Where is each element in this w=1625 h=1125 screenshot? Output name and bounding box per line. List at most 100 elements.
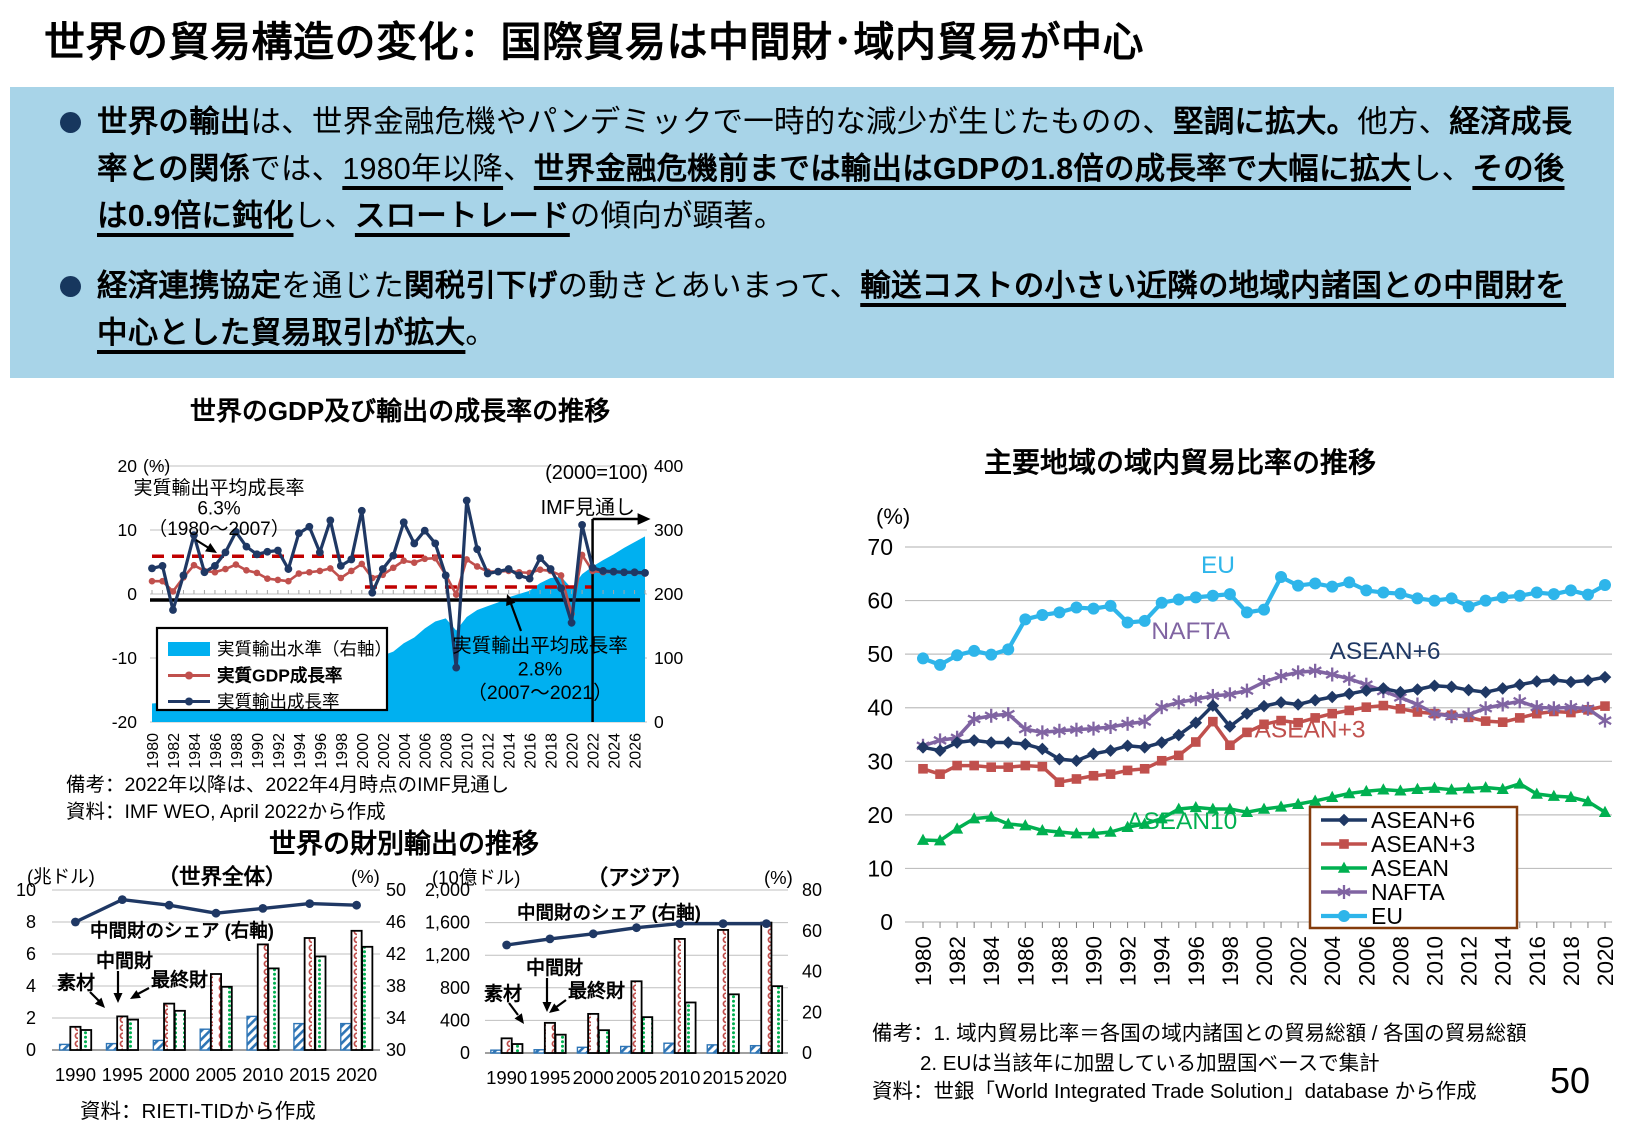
svg-text:（世界全体）: （世界全体）: [157, 864, 286, 889]
svg-text:1995: 1995: [102, 1064, 143, 1085]
svg-text:60: 60: [802, 921, 822, 941]
svg-text:2008: 2008: [1388, 936, 1413, 986]
intra-regional-trade-chart-title: 主要地域の域内貿易比率の推移: [983, 447, 1376, 478]
svg-text:400: 400: [440, 1010, 470, 1030]
series-ASEAN+3: [918, 700, 1610, 787]
svg-text:2000: 2000: [1252, 936, 1277, 986]
series-export-level-area: [152, 536, 646, 722]
svg-text:EU: EU: [1201, 552, 1235, 579]
bars-最終財: [80, 945, 374, 1051]
svg-text:2004: 2004: [1320, 936, 1345, 986]
svg-text:1,600: 1,600: [425, 913, 470, 933]
svg-text:2012: 2012: [481, 733, 498, 769]
series-EU: [917, 571, 1611, 671]
svg-text:実質輸出成長率: 実質輸出成長率: [217, 692, 340, 712]
svg-text:1982: 1982: [166, 733, 183, 769]
svg-text:2000: 2000: [149, 1064, 190, 1085]
svg-text:中間財のシェア (右軸): 中間財のシェア (右軸): [90, 920, 274, 941]
page-title: 世界の貿易構造の変化：国際貿易は中間財･域内貿易が中心: [44, 19, 1144, 65]
svg-text:（2007～2021）: （2007～2021）: [467, 682, 612, 704]
chart3-note-remark-2: 2. EUは当該年に加盟している加盟国ベースで集計: [920, 1052, 1380, 1075]
svg-text:2.8%: 2.8%: [518, 659, 562, 681]
svg-text:6.3%: 6.3%: [197, 499, 240, 520]
svg-text:実質輸出平均成長率: 実質輸出平均成長率: [452, 635, 628, 657]
series-ASEAN: [916, 777, 1612, 846]
svg-text:40: 40: [802, 962, 822, 982]
svg-text:200: 200: [654, 584, 683, 604]
chart1-note-remark: 備考：2022年以降は、2022年4月時点のIMF見通し: [66, 774, 510, 796]
svg-text:1986: 1986: [208, 733, 225, 769]
svg-text:2000: 2000: [355, 733, 372, 769]
summary-bullet-text-2: 経済連携協定を通じた関税引下げの動きとあいまって、輸送コストの小さい近隣の地域内…: [97, 269, 1567, 350]
chart1-note-source: 資料：IMF WEO, April 2022から作成: [66, 801, 386, 823]
svg-text:2: 2: [26, 1008, 36, 1028]
svg-text:2018: 2018: [1559, 936, 1584, 986]
svg-text:(%): (%): [764, 867, 793, 888]
svg-text:中間財: 中間財: [526, 956, 583, 979]
svg-text:0: 0: [26, 1040, 36, 1060]
svg-text:2020: 2020: [746, 1067, 787, 1088]
svg-text:1980: 1980: [911, 936, 936, 986]
svg-text:1994: 1994: [292, 733, 309, 769]
svg-text:0: 0: [802, 1043, 812, 1063]
svg-text:実質輸出平均成長率: 実質輸出平均成長率: [133, 477, 304, 499]
svg-text:2026: 2026: [628, 733, 645, 769]
svg-text:2016: 2016: [1525, 936, 1550, 986]
svg-text:1994: 1994: [1150, 936, 1175, 986]
svg-text:EU: EU: [1371, 903, 1403, 929]
summary-box: 世界の輸出は、世界金融危機やパンデミックで一時的な減少が生じたものの、堅調に拡大…: [10, 87, 1614, 378]
svg-text:20: 20: [118, 456, 138, 476]
svg-text:2016: 2016: [523, 733, 540, 769]
svg-text:-10: -10: [112, 648, 138, 668]
svg-text:1980: 1980: [145, 733, 162, 769]
svg-text:2006: 2006: [1354, 936, 1379, 986]
svg-text:中間財: 中間財: [96, 949, 153, 972]
svg-text:1996: 1996: [1184, 936, 1209, 986]
svg-text:2010: 2010: [659, 1067, 700, 1088]
svg-text:1982: 1982: [945, 936, 970, 986]
page-number: 50: [1550, 1060, 1591, 1101]
svg-text:1984: 1984: [979, 936, 1004, 986]
svg-text:2012: 2012: [1457, 936, 1482, 986]
svg-text:20: 20: [867, 802, 893, 828]
svg-text:6: 6: [26, 944, 36, 964]
svg-text:（アジア）: （アジア）: [587, 866, 694, 890]
svg-text:素材: 素材: [484, 982, 522, 1005]
svg-text:(%): (%): [351, 866, 380, 887]
svg-text:1990: 1990: [55, 1064, 96, 1085]
svg-text:-20: -20: [112, 712, 138, 732]
summary-bullet-2: 経済連携協定を通じた関税引下げの動きとあいまって、輸送コストの小さい近隣の地域内…: [60, 263, 1578, 357]
svg-text:2,000: 2,000: [425, 880, 470, 900]
series-実質輸出成長率: [148, 496, 649, 672]
svg-text:10: 10: [16, 880, 36, 900]
bullet-icon: [60, 112, 81, 133]
svg-text:(%): (%): [876, 504, 910, 529]
svg-text:2014: 2014: [502, 733, 519, 769]
svg-text:(兆ドル): (兆ドル): [27, 866, 95, 887]
svg-text:ASEAN+3: ASEAN+3: [1371, 831, 1475, 857]
svg-text:最終財: 最終財: [151, 968, 208, 991]
svg-text:（1980～2007）: （1980～2007）: [148, 518, 290, 540]
svg-text:1,200: 1,200: [425, 945, 470, 965]
goods-export-chart-title: 世界の財別輸出の推移: [269, 829, 539, 859]
svg-text:30: 30: [867, 748, 893, 774]
svg-text:20: 20: [802, 1002, 822, 1022]
svg-text:1998: 1998: [1218, 936, 1243, 986]
gdp-export-chart-title: 世界のGDP及び輸出の成長率の推移: [189, 396, 611, 426]
svg-text:0: 0: [127, 584, 137, 604]
svg-text:2015: 2015: [289, 1064, 330, 1085]
svg-text:1996: 1996: [313, 733, 330, 769]
svg-text:2024: 2024: [607, 733, 624, 769]
svg-text:NAFTA: NAFTA: [1151, 618, 1230, 645]
svg-text:実質GDP成長率: 実質GDP成長率: [217, 666, 342, 686]
svg-text:300: 300: [654, 520, 683, 540]
svg-text:2006: 2006: [418, 733, 435, 769]
svg-text:2008: 2008: [439, 733, 456, 769]
svg-text:2015: 2015: [702, 1067, 743, 1088]
series-share-line: [502, 919, 771, 950]
svg-text:2004: 2004: [397, 733, 414, 769]
svg-text:1988: 1988: [1047, 936, 1072, 986]
svg-text:2018: 2018: [544, 733, 561, 769]
svg-text:1992: 1992: [1116, 936, 1141, 986]
svg-text:ASEAN+6: ASEAN+6: [1371, 807, 1475, 833]
